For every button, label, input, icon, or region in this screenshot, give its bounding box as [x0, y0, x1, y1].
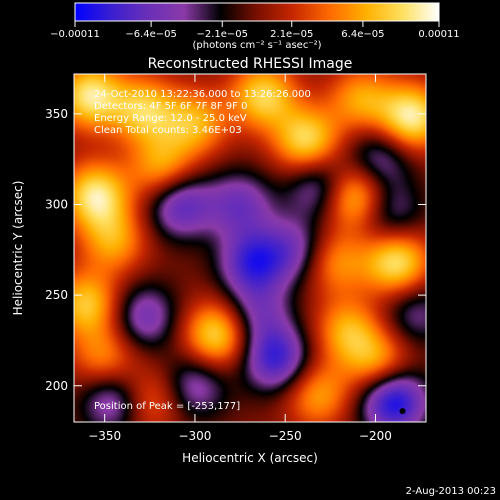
x-tick-label: −350: [88, 429, 121, 443]
y-tick-label: 300: [45, 198, 68, 212]
plot-area: −350 −300 −250 −200 200 250 300 350: [45, 73, 427, 443]
colorbar-tick-label: 0.00011: [418, 29, 459, 40]
peak-marker: [399, 408, 406, 415]
y-tick-label: 350: [45, 107, 68, 121]
y-tick-label: 200: [45, 379, 68, 393]
colorbar-tick-label: 6.4e−05: [341, 29, 384, 40]
colorbar-tick-label: −0.00011: [50, 29, 100, 40]
annotation-block: 24-Oct-2010 13:22:36.000 to 13:26:26.000…: [94, 89, 311, 136]
y-tick-label: 250: [45, 288, 68, 302]
x-tick-label: −200: [359, 429, 392, 443]
colorbar-tick-label: 2.1e−05: [270, 29, 313, 40]
x-tick-label: −300: [178, 429, 211, 443]
colorbar: −0.00011 −6.4e−05 −2.1e−05 2.1e−05 6.4e−05 0.…: [50, 2, 460, 51]
x-tick-label: −250: [269, 429, 302, 443]
y-axis-label: Heliocentric Y (arcsec): [11, 181, 25, 316]
colorbar-tick-label: −6.4e−05: [125, 29, 177, 40]
plot-frame: [73, 73, 427, 423]
chart-title: Reconstructed RHESSI Image: [148, 56, 353, 72]
x-axis-label: Heliocentric X (arcsec): [182, 451, 318, 465]
peak-position-label: Position of Peak = [-253,177]: [94, 401, 240, 412]
annotation-detectors: Detectors: 4F 5F 6F 7F 8F 9F 0: [94, 101, 247, 112]
annotation-time: 24-Oct-2010 13:22:36.000 to 13:26:26.000: [94, 89, 311, 100]
colorbar-unit-label: (photons cm⁻² s⁻¹ asec⁻²): [192, 40, 321, 51]
heatmap-image: [74, 74, 426, 422]
annotation-counts: Clean Total counts: 3.46E+03: [94, 125, 242, 136]
render-timestamp: 2-Aug-2013 00:23: [406, 486, 496, 497]
annotation-energy: Energy Range: 12.0 - 25.0 keV: [94, 113, 247, 124]
colorbar-frame: [74, 2, 440, 22]
colorbar-gradient: [75, 3, 439, 21]
colorbar-tick-label: −2.1e−05: [196, 29, 248, 40]
